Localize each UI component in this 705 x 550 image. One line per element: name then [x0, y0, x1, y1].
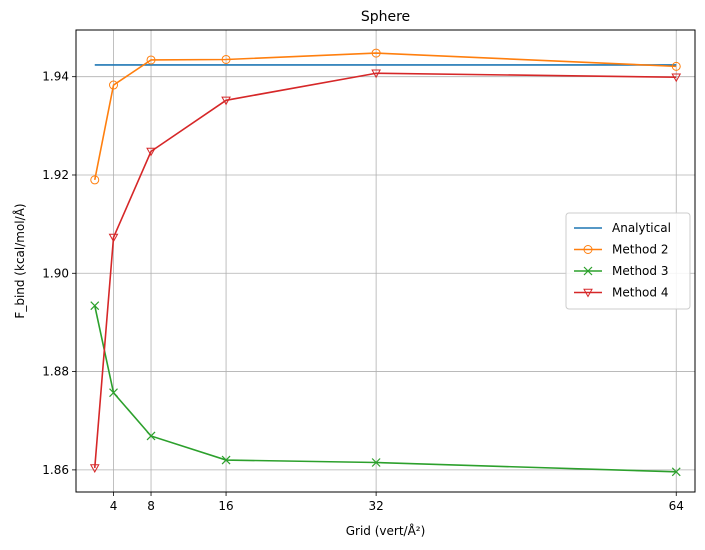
- legend-label: Method 3: [612, 264, 668, 278]
- legend-entry: Method 3: [574, 264, 668, 278]
- data-point: [583, 288, 593, 298]
- data-point: [583, 266, 593, 276]
- axis-ticks: 4 8 16 32 64 1.86 1.88 1.90 1.92 1.94: [42, 70, 684, 513]
- data-point: [583, 245, 593, 254]
- data-point: [671, 61, 681, 71]
- y-tick-label: 1.94: [42, 70, 69, 84]
- legend-box: [565, 212, 691, 310]
- legend: Analytical Method 2 Method 3 Method 4: [565, 212, 691, 310]
- data-point: [671, 467, 681, 477]
- y-tick-label: 1.88: [42, 365, 69, 379]
- y-axis-label: F_bind (kcal/mol/Å): [12, 203, 27, 318]
- x-tick-label: 8: [147, 499, 155, 513]
- x-tick-label: 32: [368, 499, 383, 513]
- legend-label: Method 4: [612, 286, 668, 300]
- series-line: [93, 72, 677, 468]
- data-point: [671, 73, 682, 83]
- x-tick-label: 4: [110, 499, 118, 513]
- x-axis-label: Grid (vert/Å²): [346, 523, 426, 538]
- y-tick-label: 1.92: [42, 168, 69, 182]
- plot-frame: [75, 29, 696, 493]
- series-line: [93, 52, 677, 181]
- legend-label: Analytical: [612, 221, 671, 235]
- series-layer: [89, 48, 682, 477]
- data-point: [371, 458, 381, 467]
- legend-entry: Method 4: [574, 286, 668, 300]
- legend-label: Method 2: [612, 243, 668, 257]
- series-line: [93, 305, 677, 473]
- data-point: [146, 147, 156, 157]
- y-tick-label: 1.86: [42, 463, 69, 477]
- data-point: [371, 69, 381, 79]
- x-tick-label: 64: [669, 499, 684, 513]
- legend-entry: Method 2: [574, 243, 668, 257]
- data-point: [90, 301, 100, 311]
- chart-title: Sphere: [361, 9, 410, 25]
- data-point: [109, 388, 118, 398]
- data-point: [221, 455, 231, 465]
- data-point: [221, 54, 231, 64]
- series-method-2: [90, 48, 681, 185]
- data-point: [371, 48, 381, 58]
- x-tick-label: 16: [218, 499, 233, 513]
- series-method-4: [89, 69, 682, 473]
- data-point: [89, 464, 100, 473]
- data-point: [109, 80, 119, 90]
- y-tick-label: 1.90: [42, 266, 69, 280]
- data-point: [108, 233, 119, 243]
- series-method-3: [90, 301, 681, 477]
- data-point: [90, 175, 100, 185]
- legend-entry: Analytical: [574, 221, 671, 235]
- data-point: [146, 55, 156, 65]
- data-point: [221, 96, 231, 106]
- data-point: [146, 431, 156, 441]
